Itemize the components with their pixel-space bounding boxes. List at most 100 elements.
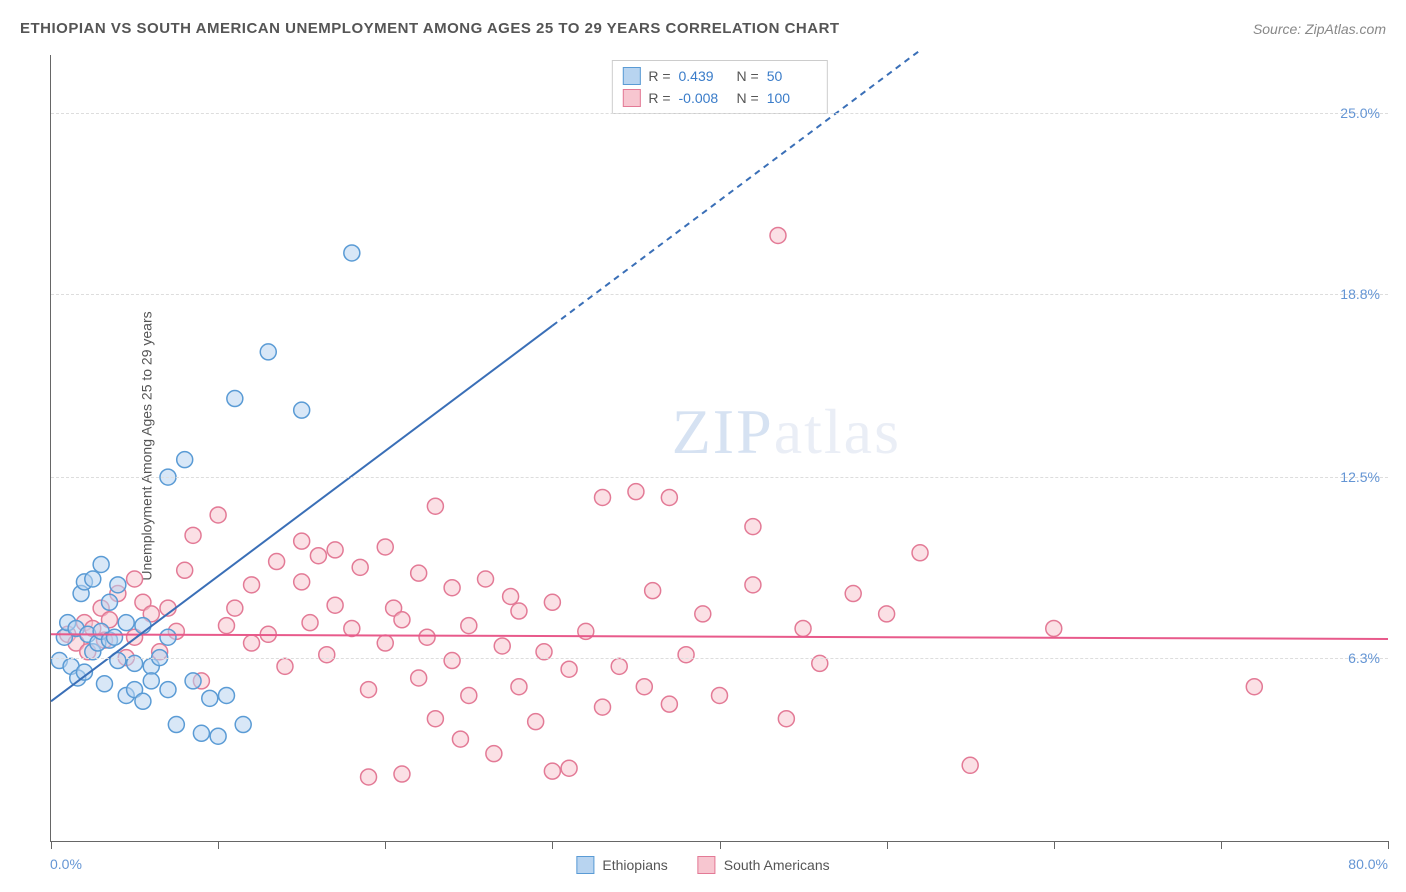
data-point [444,653,460,669]
data-point [712,687,728,703]
data-point [695,606,711,622]
data-point [327,542,343,558]
stats-box: R = 0.439 N = 50 R = -0.008 N = 100 [611,60,827,114]
data-point [96,676,112,692]
legend-item-ethiopians: Ethiopians [576,856,667,874]
data-point [645,583,661,599]
data-point [260,344,276,360]
data-point [745,519,761,535]
data-point [1046,620,1062,636]
data-point [561,760,577,776]
data-point [210,507,226,523]
r-value: 0.439 [679,68,729,84]
gridline [51,294,1388,295]
data-point [235,717,251,733]
legend-item-south-americans: South Americans [698,856,830,874]
data-point [503,588,519,604]
n-value: 100 [767,90,817,106]
data-point [411,565,427,581]
y-tick-label: 12.5% [1340,469,1380,485]
data-point [352,559,368,575]
data-point [427,498,443,514]
data-point [879,606,895,622]
data-point [411,670,427,686]
data-point [595,699,611,715]
n-value: 50 [767,68,817,84]
data-point [177,562,193,578]
x-tick [1221,841,1222,849]
data-point [302,615,318,631]
x-tick [552,841,553,849]
x-min-label: 0.0% [50,856,82,872]
chart-title: ETHIOPIAN VS SOUTH AMERICAN UNEMPLOYMENT… [20,20,840,37]
data-point [218,687,234,703]
y-tick-label: 18.8% [1340,286,1380,302]
n-label: N = [737,90,759,106]
data-point [528,714,544,730]
data-point [344,620,360,636]
data-point [628,484,644,500]
data-point [310,548,326,564]
data-point [294,533,310,549]
data-point [127,571,143,587]
gridline [51,113,1388,114]
data-point [118,615,134,631]
data-point [745,577,761,593]
data-point [611,658,627,674]
data-point [452,731,468,747]
data-point [1246,679,1262,695]
data-point [661,696,677,712]
data-point [185,673,201,689]
data-point [494,638,510,654]
data-point [795,620,811,636]
data-point [478,571,494,587]
data-point [193,725,209,741]
source-label: Source: ZipAtlas.com [1253,21,1386,37]
data-point [107,629,123,645]
x-tick [385,841,386,849]
data-point [143,673,159,689]
stats-row: R = -0.008 N = 100 [622,87,816,109]
data-point [544,594,560,610]
swatch-ethiopians [576,856,594,874]
data-point [427,711,443,727]
x-max-label: 80.0% [1348,856,1388,872]
stats-swatch [622,89,640,107]
swatch-south-americans [698,856,716,874]
data-point [544,763,560,779]
data-point [244,577,260,593]
data-point [461,618,477,634]
data-point [595,489,611,505]
x-tick [51,841,52,849]
data-point [845,586,861,602]
legend-label-ethiopians: Ethiopians [602,857,667,873]
data-point [269,554,285,570]
data-point [210,728,226,744]
data-point [218,618,234,634]
data-point [344,245,360,261]
data-point [486,746,502,762]
data-point [444,580,460,596]
x-tick [1054,841,1055,849]
data-point [511,679,527,695]
n-label: N = [737,68,759,84]
data-point [277,658,293,674]
x-tick [1388,841,1389,849]
data-point [461,687,477,703]
plot-svg [51,55,1388,841]
data-point [661,489,677,505]
data-point [770,227,786,243]
y-tick-label: 6.3% [1348,650,1380,666]
data-point [361,682,377,698]
data-point [135,693,151,709]
data-point [361,769,377,785]
stats-row: R = 0.439 N = 50 [622,65,816,87]
data-point [227,600,243,616]
x-tick [720,841,721,849]
legend-label-south-americans: South Americans [724,857,830,873]
data-point [327,597,343,613]
data-point [636,679,652,695]
data-point [511,603,527,619]
data-point [561,661,577,677]
data-point [294,402,310,418]
